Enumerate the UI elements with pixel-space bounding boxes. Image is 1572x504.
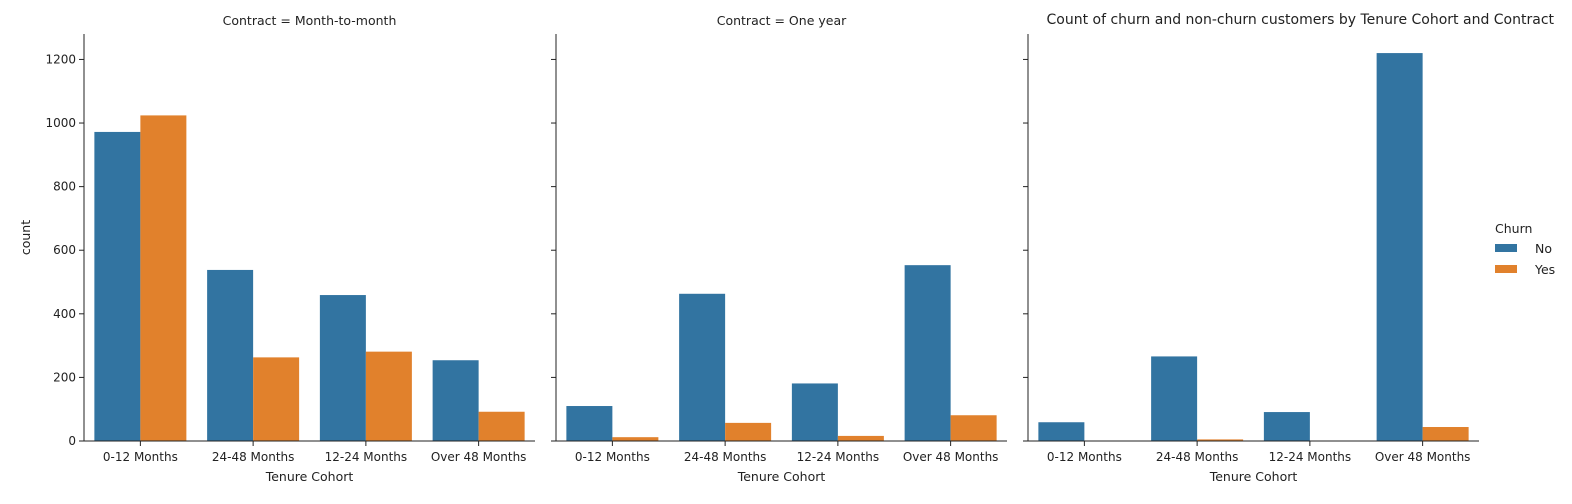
bar-no-4 — [1376, 53, 1423, 441]
bar-no-4 — [432, 360, 479, 441]
bar-no-2 — [679, 293, 726, 441]
x-tick-label: Over 48 Months — [1375, 450, 1471, 464]
x-tick-label: 0-12 Months — [103, 450, 178, 464]
y-tick-label: 400 — [53, 307, 76, 321]
x-tick-label: 24-48 Months — [684, 450, 767, 464]
legend-swatch-yes — [1495, 265, 1517, 273]
x-tick-label: 24-48 Months — [212, 450, 295, 464]
figure-title: Count of churn and non-churn customers b… — [1047, 12, 1555, 28]
legend-label-yes: Yes — [1534, 262, 1555, 277]
x-axis-label: Tenure Cohort — [737, 469, 826, 484]
bar-no-3 — [791, 383, 838, 441]
bar-no-3 — [319, 295, 366, 441]
bar-no-2 — [1151, 356, 1198, 441]
legend: Churn No Yes — [1495, 221, 1555, 277]
x-axis-label: Tenure Cohort — [1209, 469, 1298, 484]
x-tick-label: 12-24 Months — [1269, 450, 1352, 464]
x-tick-label: 24-48 Months — [1156, 450, 1239, 464]
bar-yes-1 — [140, 115, 187, 442]
bar-no-3 — [1263, 412, 1310, 441]
bar-yes-2 — [1197, 439, 1244, 441]
facet-panel-2: 0-12 Months 24-48 Months 12-24 Months Over … — [551, 13, 1007, 484]
bar-yes-4 — [1422, 427, 1469, 441]
bar-yes-3 — [837, 435, 884, 441]
facet-title: Contract = One year — [717, 13, 847, 28]
facet-panel-1: 0 200 400 600 800 1000 1200 0-12 Months 24-48 Mo… — [45, 13, 535, 484]
x-tick-label: 12-24 Months — [325, 450, 408, 464]
x-axis-label: Tenure Cohort — [265, 469, 354, 484]
facet-panels: 0 200 400 600 800 1000 1200 0-12 Months 24-48 Mo… — [18, 13, 1479, 484]
bar-no-2 — [207, 269, 254, 441]
bar-no-1 — [94, 131, 141, 441]
x-tick-label: Over 48 Months — [431, 450, 527, 464]
x-tick-label: 0-12 Months — [1047, 450, 1122, 464]
y-axis-label: count — [18, 220, 33, 255]
facet-title: Contract = Month-to-month — [223, 13, 397, 28]
bar-no-1 — [1038, 422, 1085, 441]
bar-yes-1 — [612, 437, 659, 441]
bar-yes-3 — [365, 351, 412, 441]
facet-panel-3: 0-12 Months 24-48 Months 12-24 Months Over … — [1023, 34, 1479, 484]
bar-yes-4 — [950, 415, 997, 441]
x-tick-label: 12-24 Months — [797, 450, 880, 464]
bar-yes-4 — [478, 411, 525, 441]
bar-no-1 — [566, 406, 613, 441]
legend-label-no: No — [1535, 241, 1552, 256]
y-tick-label: 200 — [53, 370, 76, 384]
y-tick-label: 0 — [68, 434, 76, 448]
legend-swatch-no — [1495, 244, 1517, 252]
x-tick-label: Over 48 Months — [903, 450, 999, 464]
y-tick-label: 600 — [53, 243, 76, 257]
y-tick-label: 1000 — [45, 116, 76, 130]
legend-title: Churn — [1495, 221, 1532, 236]
y-tick-label: 1200 — [45, 52, 76, 66]
bar-yes-2 — [725, 422, 772, 441]
bar-yes-2 — [253, 357, 300, 441]
bar-no-4 — [904, 265, 951, 441]
x-tick-label: 0-12 Months — [575, 450, 650, 464]
y-tick-label: 800 — [53, 180, 76, 194]
